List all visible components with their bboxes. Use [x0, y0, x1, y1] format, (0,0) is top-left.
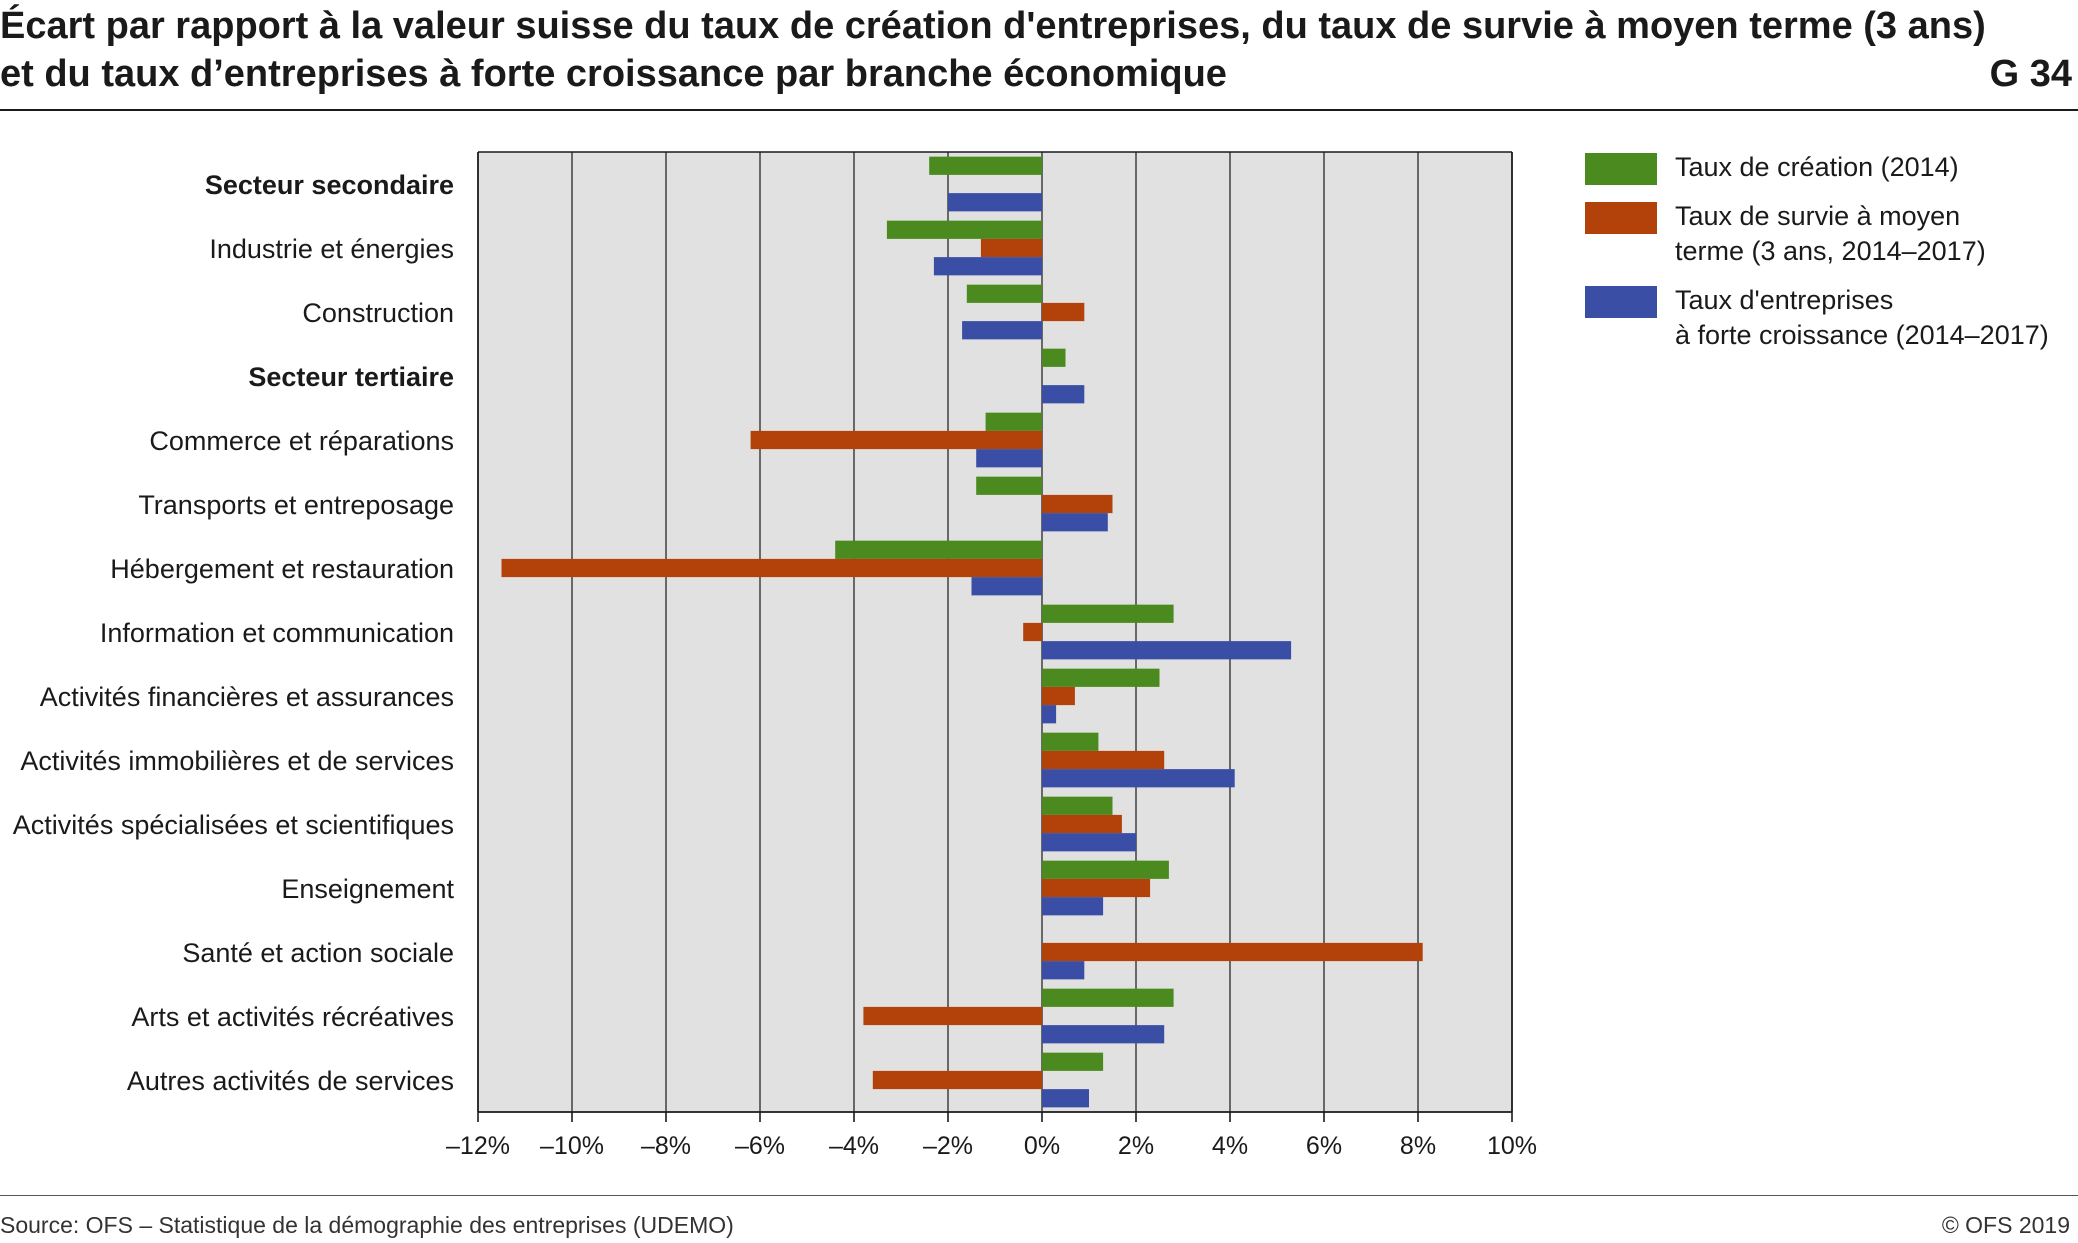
category-label-10: Activités spécialisées et scientifiques — [13, 810, 454, 840]
bar-survie-7 — [1023, 622, 1042, 642]
chart-title-line-1: Écart par rapport à la valeur suisse du … — [0, 5, 1986, 47]
category-label-7: Information et communication — [100, 618, 454, 648]
category-label-13: Arts et activités récréatives — [131, 1002, 454, 1032]
bar-survie-1 — [980, 238, 1042, 258]
bar-creation-0 — [929, 156, 1042, 175]
category-label-9: Activités immobilières et de services — [20, 746, 454, 776]
chart-title: Écart par rapport à la valeur suisse du … — [0, 2, 2000, 98]
bar-creation-13 — [1042, 988, 1174, 1007]
category-label-4: Commerce et réparations — [149, 426, 454, 456]
x-tick-label-5: –2% — [923, 1132, 973, 1160]
chart-legend: Taux de création (2014) Taux de survie à… — [1585, 150, 2065, 367]
bar-croissance-11 — [1042, 897, 1104, 916]
legend-item-creation: Taux de création (2014) — [1585, 150, 2065, 185]
x-tick-label-1: –10% — [540, 1132, 604, 1160]
bar-croissance-6 — [971, 577, 1042, 596]
bar-creation-10 — [1042, 796, 1113, 815]
bar-chart: –12% –10% –8% –6% –4% –2% 0% 2% 4% 6% 8% 10% Secteur… — [13, 151, 1537, 1160]
category-label-12: Santé et action sociale — [182, 938, 454, 968]
bar-survie-11 — [1042, 878, 1151, 898]
x-tick-label-7: 2% — [1118, 1132, 1154, 1160]
bar-creation-5 — [976, 476, 1042, 495]
legend-label-survie: Taux de survie à moyen terme (3 ans, 201… — [1675, 201, 1986, 266]
category-label-5: Transports et entreposage — [138, 490, 454, 520]
bar-croissance-10 — [1042, 833, 1136, 852]
legend-swatch-creation — [1585, 153, 1657, 185]
bar-creation-2 — [966, 284, 1042, 303]
bar-survie-2 — [1042, 302, 1085, 322]
x-tick-label-11: 10% — [1487, 1132, 1537, 1160]
bar-creation-9 — [1042, 732, 1099, 751]
bar-creation-6 — [835, 540, 1042, 559]
x-tick-label-9: 6% — [1306, 1132, 1342, 1160]
category-label-11: Enseignement — [281, 874, 454, 904]
bar-croissance-4 — [976, 449, 1042, 468]
bar-survie-5 — [1042, 494, 1113, 514]
legend-item-survie: Taux de survie à moyen terme (3 ans, 201… — [1585, 199, 2065, 269]
category-label-2: Construction — [302, 298, 454, 328]
legend-item-croissance: Taux d'entreprises à forte croissance (2… — [1585, 283, 2065, 353]
bar-creation-8 — [1042, 668, 1160, 687]
x-tick-label-0: –12% — [446, 1132, 510, 1160]
bar-creation-11 — [1042, 860, 1169, 879]
bar-croissance-3 — [1042, 385, 1085, 404]
bar-creation-3 — [1042, 348, 1066, 367]
legend-label-creation: Taux de création (2014) — [1675, 152, 1959, 182]
category-label-1: Industrie et énergies — [209, 234, 454, 264]
bar-croissance-5 — [1042, 513, 1108, 532]
bar-survie-4 — [750, 430, 1042, 450]
x-tick-label-10: 8% — [1400, 1132, 1436, 1160]
bar-croissance-8 — [1042, 705, 1057, 724]
legend-swatch-croissance — [1585, 286, 1657, 318]
legend-swatch-survie — [1585, 202, 1657, 234]
category-label-6: Hébergement et restauration — [110, 554, 454, 584]
x-tick-label-8: 4% — [1212, 1132, 1248, 1160]
bar-creation-1 — [886, 220, 1042, 239]
bar-croissance-1 — [933, 257, 1042, 276]
bar-survie-6 — [501, 558, 1042, 578]
bar-creation-4 — [985, 412, 1042, 431]
bar-survie-12 — [1042, 942, 1423, 962]
legend-label-croissance: Taux d'entreprises à forte croissance (2… — [1675, 285, 2049, 350]
source-note: Source: OFS – Statistique de la démograp… — [0, 1212, 734, 1238]
bar-croissance-13 — [1042, 1025, 1165, 1044]
bar-croissance-9 — [1042, 769, 1235, 788]
category-label-14: Autres activités de services — [127, 1066, 454, 1096]
category-label-0: Secteur secondaire — [205, 170, 454, 200]
bar-survie-8 — [1042, 686, 1075, 706]
bar-croissance-14 — [1042, 1089, 1089, 1108]
copyright-note: © OFS 2019 — [1941, 1212, 2070, 1238]
category-label-8: Activités financières et assurances — [40, 682, 454, 712]
bar-croissance-2 — [962, 321, 1042, 340]
x-tick-label-2: –8% — [641, 1132, 691, 1160]
x-tick-label-4: –4% — [829, 1132, 879, 1160]
bar-survie-10 — [1042, 814, 1122, 834]
bar-creation-7 — [1042, 604, 1174, 623]
bar-croissance-0 — [948, 193, 1042, 212]
bar-survie-9 — [1042, 750, 1165, 770]
x-tick-label-6: 0% — [1024, 1132, 1060, 1160]
title-divider — [0, 109, 2078, 111]
bar-survie-14 — [872, 1070, 1042, 1090]
bar-survie-13 — [863, 1006, 1042, 1026]
bar-croissance-7 — [1042, 641, 1292, 660]
chart-code: G 34 — [1989, 53, 2072, 95]
bar-croissance-12 — [1042, 961, 1085, 980]
chart-title-line-2: et du taux d’entreprises à forte croissa… — [0, 53, 1227, 95]
category-label-3: Secteur tertiaire — [248, 362, 454, 392]
x-tick-label-3: –6% — [735, 1132, 785, 1160]
footer-divider — [0, 1195, 2078, 1196]
bar-creation-14 — [1042, 1052, 1104, 1071]
